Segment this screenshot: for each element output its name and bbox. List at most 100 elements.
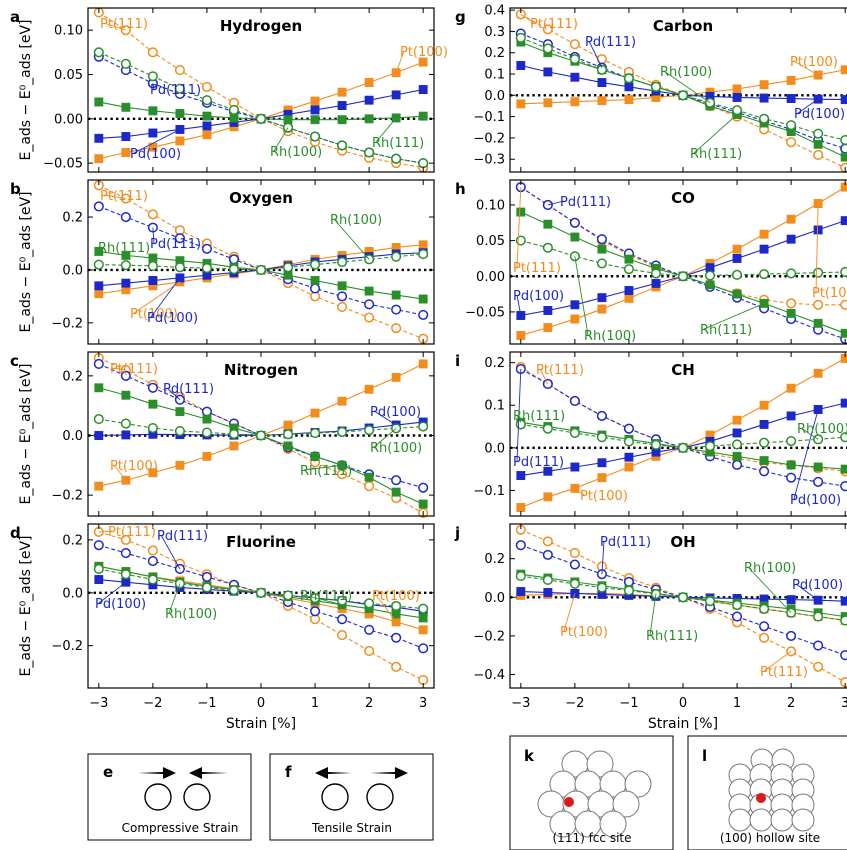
data-point [95, 415, 104, 424]
atom-circle-icon [367, 784, 393, 810]
data-point [787, 309, 795, 317]
annotation-label: Pt(111) [760, 665, 808, 680]
data-point [311, 132, 320, 141]
data-point [230, 586, 239, 595]
data-point [652, 441, 661, 450]
data-point [625, 463, 633, 471]
data-point [284, 430, 293, 439]
data-point [571, 549, 580, 558]
annotation-label: Rh(111) [513, 409, 565, 424]
data-point [176, 66, 185, 75]
y-tick-label: 0.0 [62, 263, 83, 278]
data-point [787, 473, 796, 482]
data-point [760, 245, 768, 253]
y-tick-label: −0.2 [473, 131, 505, 146]
data-point [122, 261, 131, 270]
data-point [176, 407, 184, 415]
data-point [760, 94, 768, 102]
data-point [814, 405, 822, 413]
data-point [149, 262, 158, 271]
data-point [544, 551, 553, 560]
data-point [95, 48, 104, 57]
x-tick-label: 2 [365, 696, 373, 711]
y-tick-label: 0.0 [62, 429, 83, 444]
data-point [122, 148, 130, 156]
y-tick-label: 0.4 [484, 4, 505, 19]
data-point [419, 422, 428, 431]
data-point [625, 255, 633, 263]
data-point [284, 263, 293, 272]
data-point [544, 493, 552, 501]
y-tick-label: 0.1 [484, 68, 505, 83]
data-point [841, 153, 847, 161]
data-point [365, 647, 374, 656]
data-point [517, 541, 526, 550]
data-point [149, 129, 157, 137]
data-point [571, 218, 580, 227]
data-point [517, 503, 525, 511]
data-point [517, 208, 525, 216]
data-point [517, 572, 526, 581]
data-point [841, 354, 847, 362]
data-point [625, 286, 633, 294]
series-line [521, 241, 845, 277]
chart-panel-d: −3 −2 −1 0 1 2 3−0.20.00.2d FluorineE_ads − E⁰_… [10, 524, 434, 732]
chart-panel-g: −0.3−0.2−0.10.00.10.20.30.4g CarbonPt(111… [455, 4, 847, 172]
right-arrow-icon [370, 767, 408, 779]
data-point [149, 72, 158, 81]
data-point [733, 93, 741, 101]
data-point [95, 431, 103, 439]
data-point [733, 271, 742, 280]
data-point [392, 476, 401, 485]
data-point [625, 578, 634, 587]
data-point [95, 384, 103, 392]
data-point [365, 313, 374, 322]
data-point [733, 85, 741, 93]
y-tick-label: 0.00 [54, 112, 83, 127]
sketch-e-label: e [103, 763, 113, 781]
sketch-k-label: k [524, 747, 535, 765]
atom-circle-icon [184, 784, 210, 810]
data-point [787, 595, 795, 603]
data-point [841, 597, 847, 605]
data-point [760, 420, 768, 428]
data-point [338, 631, 347, 640]
y-axis-label: E_ads − E⁰_ads [eV] [18, 191, 34, 332]
annotation-leader [816, 204, 818, 292]
data-point [365, 426, 374, 435]
data-point [787, 461, 795, 469]
annotation-label: Pt(111) [530, 17, 578, 32]
data-point [257, 115, 266, 124]
data-point [203, 96, 212, 105]
data-point [544, 576, 553, 585]
data-point [841, 651, 847, 660]
data-point [230, 442, 238, 450]
x-tick-label: 1 [733, 696, 741, 711]
data-point [95, 282, 103, 290]
annotation-label: Rh(111) [300, 464, 352, 479]
data-point [149, 383, 158, 392]
data-point [122, 431, 130, 439]
x-tick-label: 1 [311, 696, 319, 711]
y-tick-label: −0.2 [473, 629, 505, 644]
y-tick-label: 0.2 [62, 533, 83, 548]
chart-panel-j: −3 −2 −1 0 1 2 3−0.4−0.20.00.2j OHStrain [%]Pd(… [454, 524, 847, 732]
data-point [598, 583, 607, 592]
data-point [841, 465, 847, 473]
data-point [544, 424, 553, 433]
data-point [122, 419, 131, 428]
data-point [203, 452, 211, 460]
data-point [311, 260, 320, 269]
data-point [571, 397, 580, 406]
data-point [679, 444, 688, 453]
data-point [814, 478, 823, 487]
series-line [521, 530, 845, 682]
data-point [122, 132, 130, 140]
data-point [149, 400, 157, 408]
data-point [122, 213, 131, 222]
data-point [122, 570, 131, 579]
data-point [598, 412, 607, 421]
data-point [338, 115, 346, 123]
data-point [733, 245, 741, 253]
